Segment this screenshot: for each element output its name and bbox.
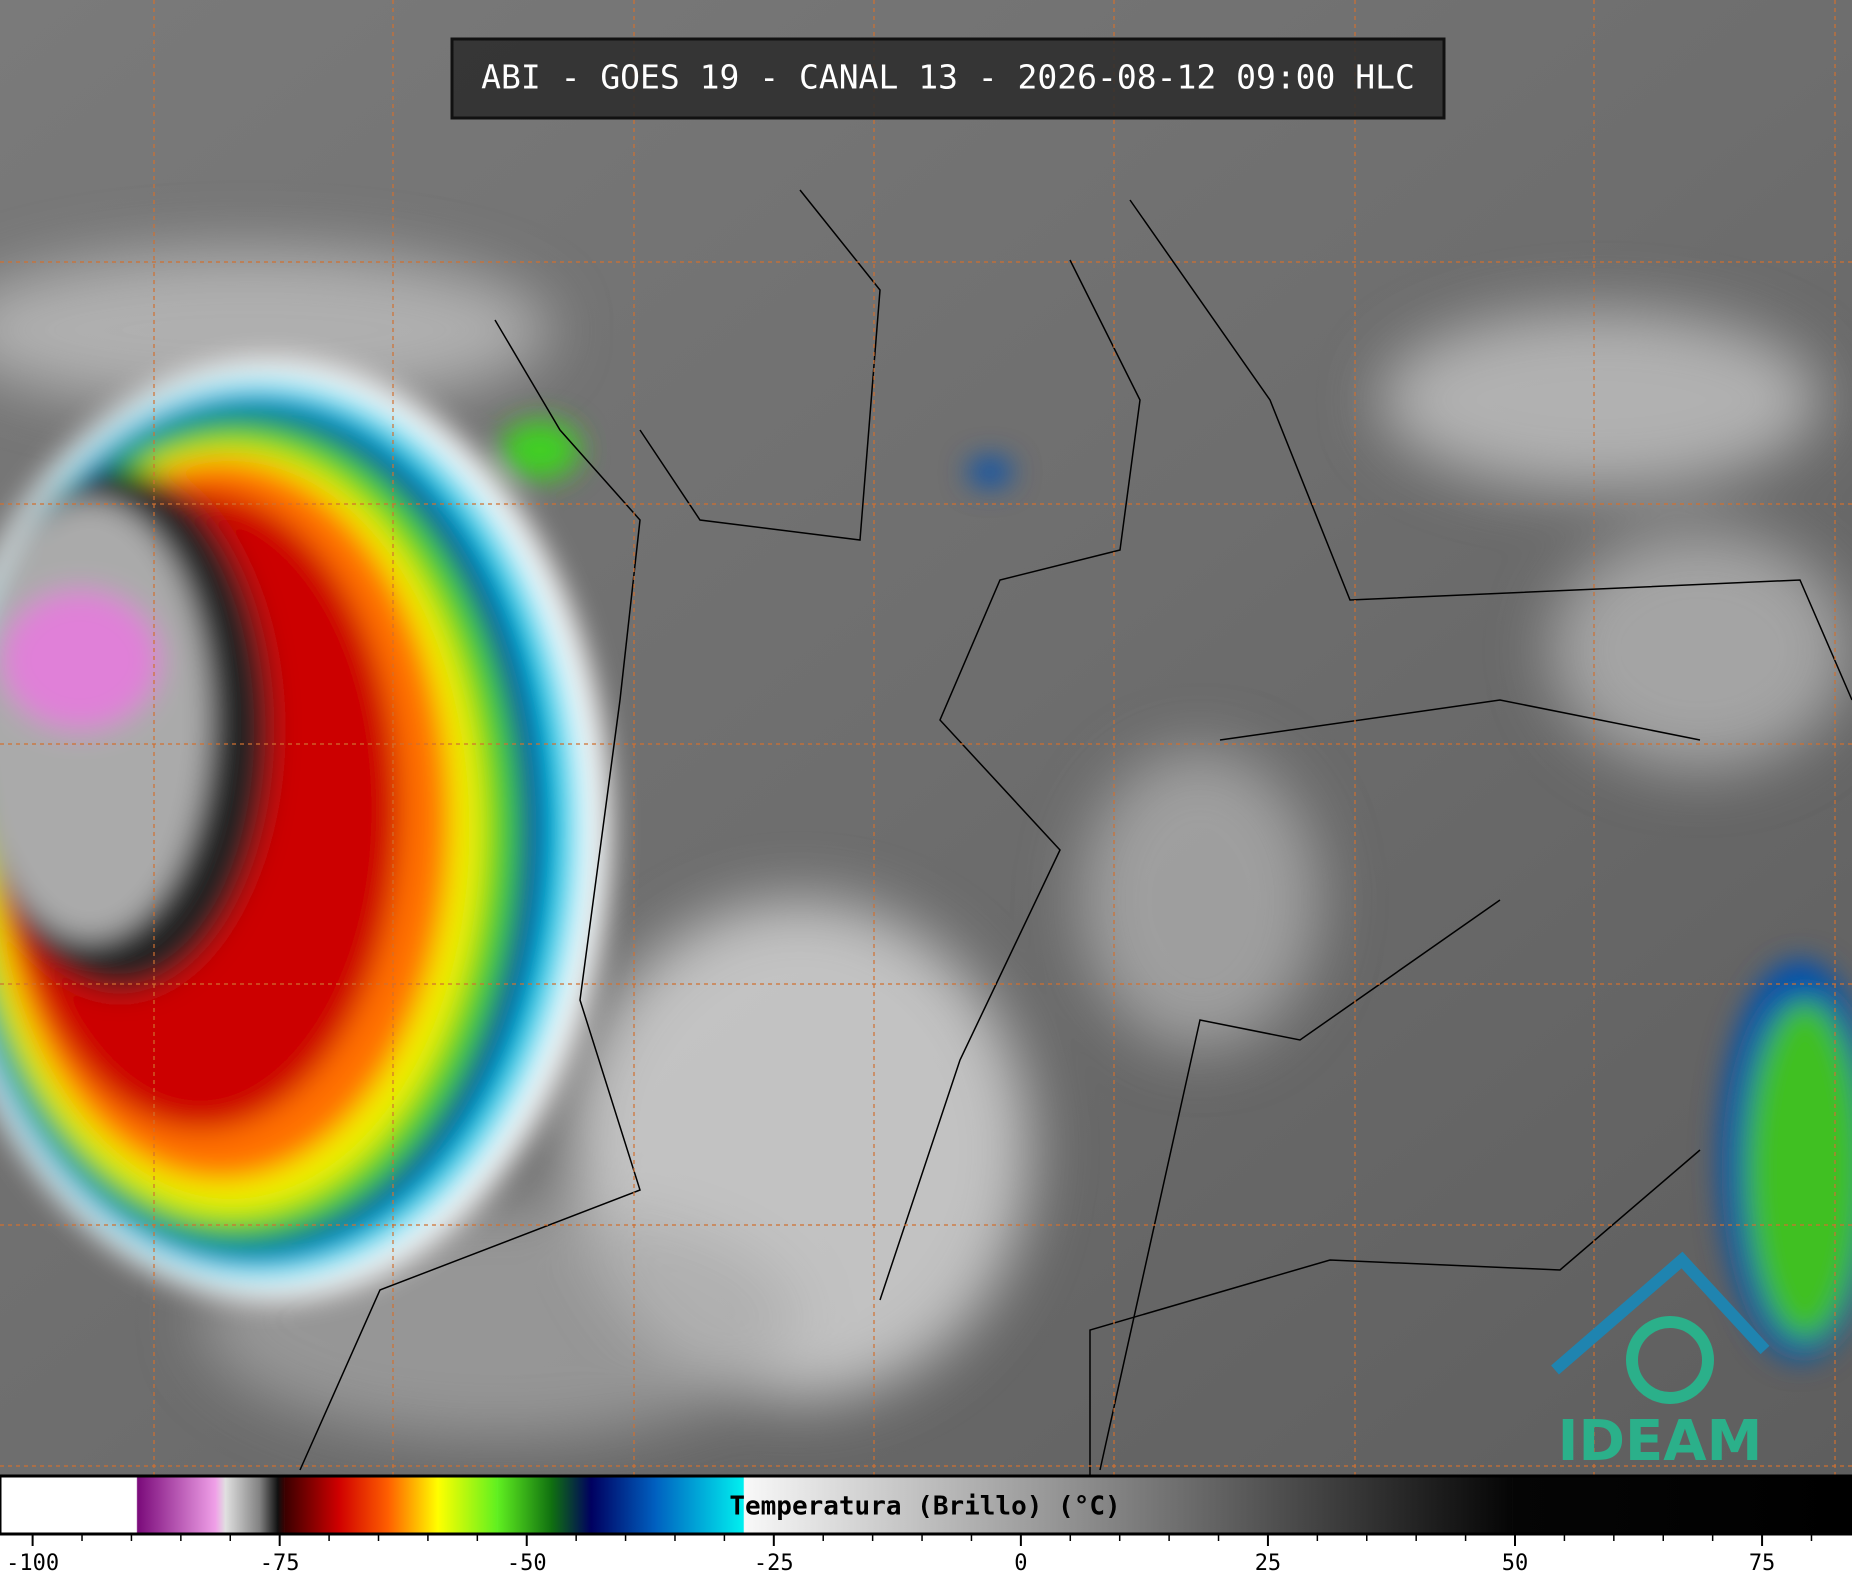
- colorbar-segment: [655, 1476, 744, 1534]
- colorbar-frame: [0, 1474, 1852, 1536]
- logo-text: IDEAM: [1558, 1409, 1763, 1474]
- colorbar-segment: [437, 1476, 498, 1534]
- colorbar-tick-label: -100: [6, 1551, 59, 1576]
- boundaries: [299, 189, 1852, 1476]
- satellite-map: [0, 0, 1852, 1476]
- colorbar-tick-label: 25: [1255, 1551, 1282, 1576]
- colorbar-segment: [338, 1476, 389, 1534]
- colorbar-segment: [0, 1476, 137, 1534]
- colorbar-label: Temperatura (Brillo) (°C): [729, 1492, 1120, 1522]
- graticule: [0, 0, 1852, 1476]
- colorbar-segment: [551, 1476, 592, 1534]
- colorbar-segment: [277, 1476, 285, 1534]
- colorbar-segment: [137, 1476, 216, 1534]
- colorbar-segment: [388, 1476, 439, 1534]
- colorbar-segment: [136, 1476, 138, 1534]
- colorbar-tick-label: 0: [1014, 1551, 1027, 1576]
- colorbar-tick-label: 75: [1749, 1551, 1776, 1576]
- colorbar-segment: [225, 1476, 261, 1534]
- colorbar: [0, 1476, 1852, 1534]
- colorbar-tick-label: -75: [260, 1551, 300, 1576]
- colorbar-tick-label: -50: [507, 1551, 547, 1576]
- logo: IDEAM: [1551, 1251, 1770, 1474]
- colorbar-segment: [744, 1476, 1513, 1534]
- colorbar-segment: [215, 1476, 226, 1534]
- colorbar-tick-label: 50: [1502, 1551, 1529, 1576]
- colorbar-segment: [284, 1476, 340, 1534]
- colorbar-tick-label: -25: [754, 1551, 794, 1576]
- title-box: ABI - GOES 19 - CANAL 13 - 2026-08-12 09…: [450, 37, 1446, 120]
- title: ABI - GOES 19 - CANAL 13 - 2026-08-12 09…: [481, 58, 1415, 97]
- colorbar-segment: [259, 1476, 279, 1534]
- colorbar-segment: [590, 1476, 656, 1534]
- colorbar-segment: [497, 1476, 552, 1534]
- colorbar-segment: [1512, 1476, 1852, 1534]
- colorbar-segment: [743, 1476, 745, 1534]
